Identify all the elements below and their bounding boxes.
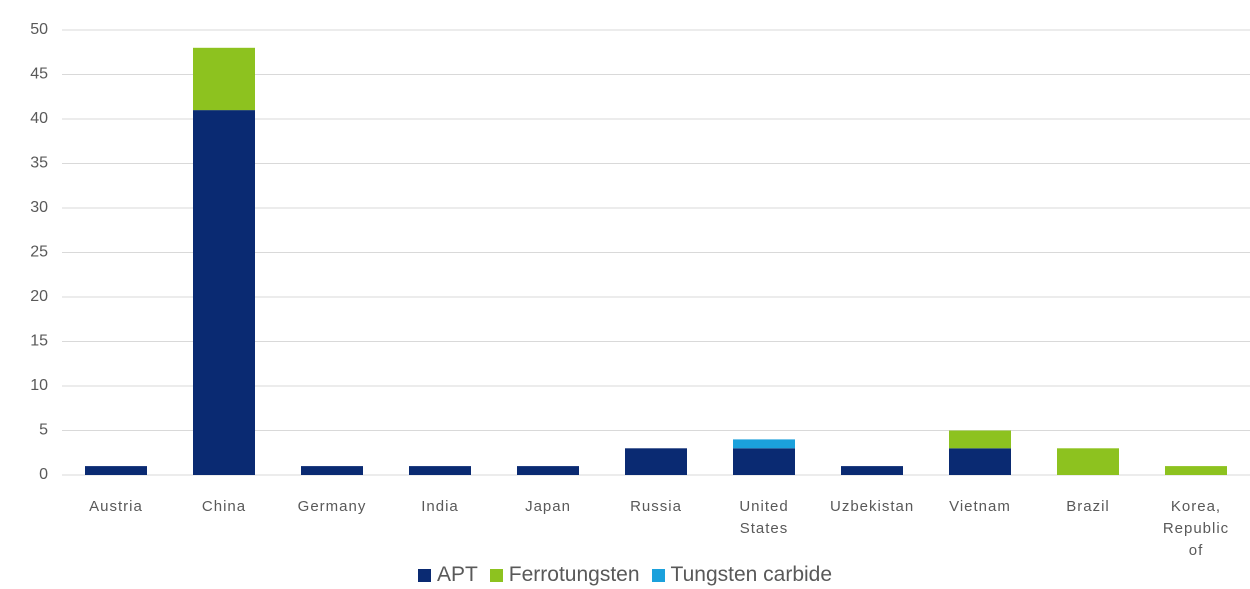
y-tick-label: 0	[39, 466, 48, 483]
x-tick-label: Uzbekistan	[830, 498, 915, 515]
x-tick-label: United States	[739, 498, 789, 537]
bar-segment	[1165, 466, 1227, 475]
y-tick-label: 35	[30, 155, 48, 172]
bar-segment	[85, 466, 147, 475]
legend-item: Tungsten carbide	[651, 563, 833, 587]
legend-label: Ferrotungsten	[508, 563, 640, 586]
legend-item: APT	[417, 563, 478, 587]
legend: APT Ferrotungsten Tungsten carbide	[0, 563, 1250, 587]
y-tick-label: 50	[30, 21, 48, 38]
bar-segment	[733, 439, 795, 449]
bar-segment	[949, 430, 1011, 449]
y-tick-label: 5	[39, 422, 48, 439]
x-tick-label: Korea, Republic of	[1162, 498, 1230, 559]
legend-swatch	[651, 568, 665, 582]
bar-segment	[1057, 448, 1119, 475]
x-tick-label: China	[201, 498, 247, 515]
x-tick-label: Austria	[89, 498, 143, 515]
bar-segment	[301, 466, 363, 475]
legend-label: APT	[436, 563, 478, 586]
legend-swatch	[417, 568, 431, 582]
y-tick-label: 15	[30, 333, 48, 350]
y-tick-label: 10	[30, 377, 48, 394]
bar-segment	[409, 466, 471, 475]
bar-segment	[193, 110, 255, 475]
bar-segment	[733, 448, 795, 475]
y-tick-label: 30	[30, 199, 48, 216]
legend-swatch	[489, 568, 503, 582]
legend-label: Tungsten carbide	[670, 563, 833, 586]
bar-segment	[517, 466, 579, 475]
y-tick-label: 40	[30, 110, 48, 127]
y-tick-label: 20	[30, 288, 48, 305]
x-tick-label: Japan	[525, 498, 571, 515]
bar-segment	[949, 448, 1011, 475]
x-tick-label: India	[421, 498, 459, 515]
bar-segment	[193, 47, 255, 111]
x-tick-label: Brazil	[1066, 498, 1110, 515]
x-tick-label: Germany	[297, 498, 367, 515]
bar-segment	[625, 448, 687, 475]
bar-segment	[841, 466, 903, 475]
y-tick-label: 25	[30, 244, 48, 261]
y-tick-label: 45	[30, 66, 48, 83]
x-tick-label: Russia	[630, 498, 682, 515]
legend-item: Ferrotungsten	[489, 563, 640, 587]
x-tick-label: Vietnam	[949, 498, 1011, 515]
